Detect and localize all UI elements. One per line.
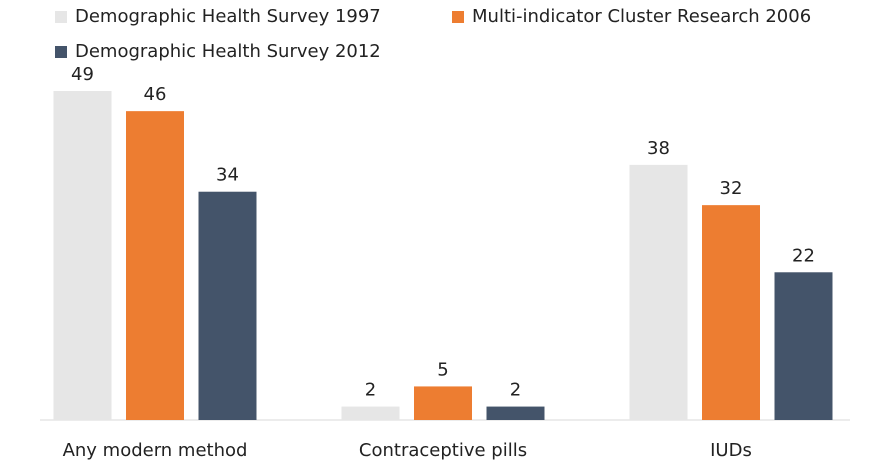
legend-swatch: [55, 46, 67, 58]
legend-swatch: [55, 11, 67, 23]
x-tick-label: IUDs: [710, 440, 752, 461]
bar: [702, 205, 760, 420]
value-label: 5: [437, 359, 448, 380]
bar: [414, 386, 472, 420]
value-label: 38: [647, 138, 670, 159]
legend-label: Multi-indicator Cluster Research 2006: [472, 6, 811, 27]
bar: [53, 91, 112, 420]
legend-label: Demographic Health Survey 2012: [75, 41, 381, 62]
value-label: 34: [216, 165, 239, 186]
bar: [126, 111, 184, 421]
value-label: 46: [144, 84, 167, 105]
legend-label: Demographic Health Survey 1997: [75, 6, 381, 27]
x-tick-label: Contraceptive pills: [359, 440, 527, 461]
value-label: 22: [792, 245, 815, 266]
bar: [198, 191, 257, 420]
bar: [486, 406, 545, 420]
bar: [629, 164, 688, 420]
value-label: 2: [365, 380, 376, 401]
bar: [774, 272, 833, 420]
x-tick-label: Any modern method: [63, 440, 248, 461]
value-label: 49: [71, 64, 94, 85]
bar: [341, 406, 400, 420]
legend-swatch: [452, 11, 464, 23]
value-label: 32: [720, 178, 743, 199]
value-label: 2: [510, 380, 521, 401]
